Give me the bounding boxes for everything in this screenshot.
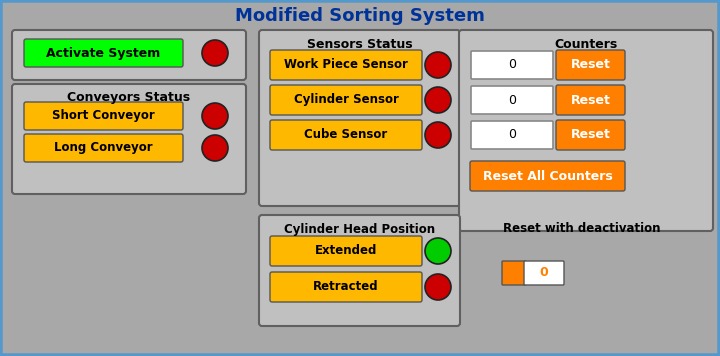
FancyBboxPatch shape <box>556 85 625 115</box>
FancyBboxPatch shape <box>24 39 183 67</box>
FancyBboxPatch shape <box>502 261 526 285</box>
Text: Counters: Counters <box>554 37 618 51</box>
FancyBboxPatch shape <box>259 215 460 326</box>
FancyBboxPatch shape <box>471 121 553 149</box>
FancyBboxPatch shape <box>556 50 625 80</box>
Text: Reset All Counters: Reset All Counters <box>482 169 613 183</box>
Text: 0: 0 <box>539 267 549 279</box>
Text: Work Piece Sensor: Work Piece Sensor <box>284 58 408 72</box>
FancyBboxPatch shape <box>24 102 183 130</box>
Text: 0: 0 <box>508 129 516 141</box>
Text: Short Conveyor: Short Conveyor <box>52 110 155 122</box>
FancyBboxPatch shape <box>270 272 422 302</box>
Text: Modified Sorting System: Modified Sorting System <box>235 7 485 25</box>
Circle shape <box>202 135 228 161</box>
FancyBboxPatch shape <box>12 84 246 194</box>
Text: 0: 0 <box>508 58 516 72</box>
Circle shape <box>202 103 228 129</box>
FancyBboxPatch shape <box>270 236 422 266</box>
FancyBboxPatch shape <box>24 134 183 162</box>
FancyBboxPatch shape <box>459 30 713 231</box>
Text: Retracted: Retracted <box>313 281 379 293</box>
FancyBboxPatch shape <box>12 30 246 80</box>
Text: Cube Sensor: Cube Sensor <box>305 129 387 141</box>
Circle shape <box>202 40 228 66</box>
FancyBboxPatch shape <box>270 50 422 80</box>
FancyBboxPatch shape <box>270 85 422 115</box>
FancyBboxPatch shape <box>524 261 564 285</box>
FancyBboxPatch shape <box>259 30 460 206</box>
Text: Reset: Reset <box>570 94 611 106</box>
FancyBboxPatch shape <box>471 86 553 114</box>
Text: Long Conveyor: Long Conveyor <box>54 141 153 155</box>
Text: Extended: Extended <box>315 245 377 257</box>
Circle shape <box>425 122 451 148</box>
Text: Conveyors Status: Conveyors Status <box>68 91 191 105</box>
Text: Cylinder Head Position: Cylinder Head Position <box>284 222 435 236</box>
FancyBboxPatch shape <box>270 120 422 150</box>
Circle shape <box>425 238 451 264</box>
FancyBboxPatch shape <box>471 51 553 79</box>
Text: Reset: Reset <box>570 129 611 141</box>
FancyBboxPatch shape <box>470 161 625 191</box>
Circle shape <box>425 87 451 113</box>
Text: Reset with deactivation: Reset with deactivation <box>503 221 661 235</box>
Text: Sensors Status: Sensors Status <box>307 37 413 51</box>
Circle shape <box>425 52 451 78</box>
Text: Activate System: Activate System <box>46 47 161 59</box>
FancyBboxPatch shape <box>556 120 625 150</box>
Text: 0: 0 <box>508 94 516 106</box>
Text: Cylinder Sensor: Cylinder Sensor <box>294 94 398 106</box>
Circle shape <box>425 274 451 300</box>
Text: Reset: Reset <box>570 58 611 72</box>
